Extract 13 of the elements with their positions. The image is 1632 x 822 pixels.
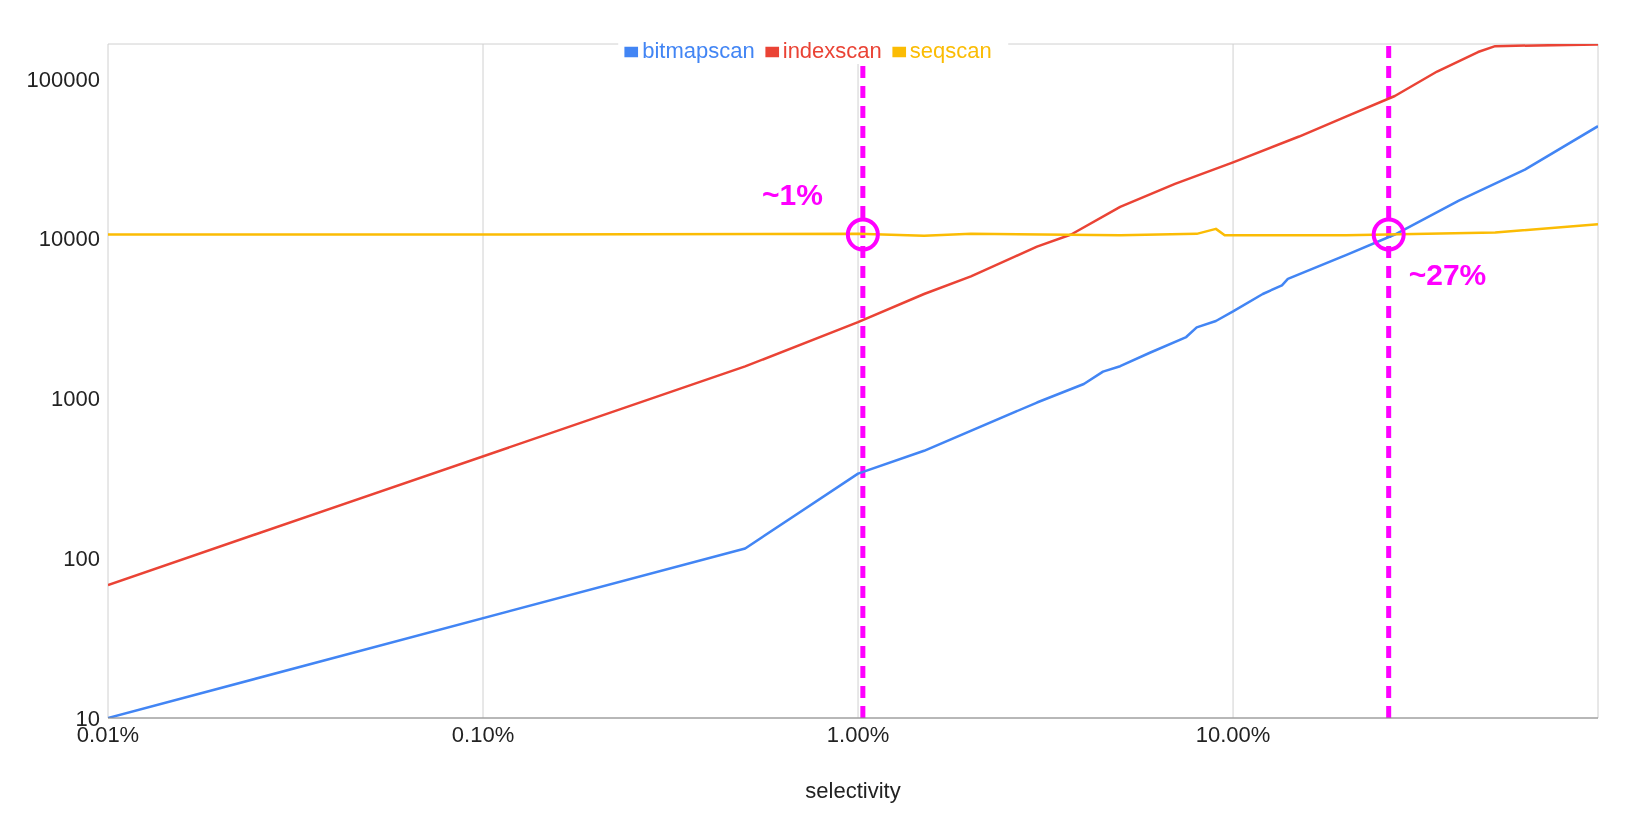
y-tick-label: 100000: [26, 66, 100, 92]
y-tick-label: 10000: [38, 226, 100, 252]
legend-label: indexscan: [782, 38, 882, 63]
x-tick-label: 10.00%: [1195, 721, 1271, 747]
y-tick-label: 100: [63, 546, 100, 571]
x-axis-title: selectivity: [805, 778, 901, 803]
x-tick-label: 1.00%: [826, 721, 890, 747]
x-tick-label: 0.10%: [451, 721, 515, 747]
annotation: ~27%: [1408, 257, 1487, 291]
y-tick-label: 1000: [51, 386, 100, 412]
legend-label: bitmapscan: [642, 38, 755, 63]
legend-label: seqscan: [909, 38, 992, 63]
annotation: ~1%: [761, 177, 823, 211]
